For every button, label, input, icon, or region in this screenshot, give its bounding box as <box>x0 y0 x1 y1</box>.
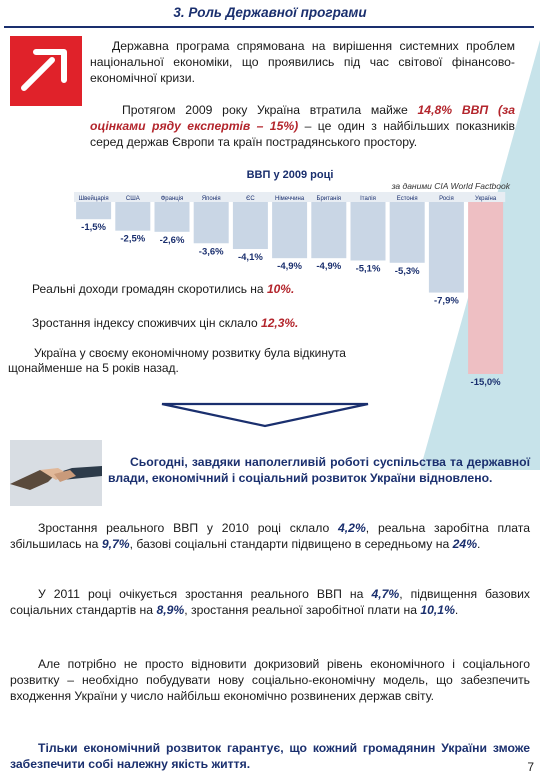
income-statement: Реальні доходи громадян скоротились на 1… <box>30 282 297 296</box>
chart-category-label: Німеччина <box>275 196 305 202</box>
chart-category-label: Україна <box>475 196 497 202</box>
chart-value-label: -15,0% <box>471 377 502 388</box>
chart-value-label: -4,9% <box>277 261 302 272</box>
chart-value-label: -2,6% <box>160 235 185 246</box>
chart-value-label: -4,9% <box>316 261 341 272</box>
chart-category-label: США <box>126 196 140 202</box>
income-value: 10%. <box>266 282 295 296</box>
chart-category-label: Франція <box>161 196 184 202</box>
chart-header-band <box>74 192 506 202</box>
chart-bar <box>350 202 386 261</box>
chart-bar <box>272 202 308 259</box>
gdp-2009-bar-chart: ВВП у 2009 році за даними CIA World Factb… <box>74 169 511 388</box>
chart-bar <box>154 202 190 232</box>
chart-bar <box>468 202 504 374</box>
chart-bar <box>311 202 347 259</box>
chart-bar <box>115 202 151 231</box>
gdp-loss-paragraph: Протягом 2009 року Україна втратила майж… <box>90 103 516 149</box>
chart-value-label: -1,5% <box>81 222 106 233</box>
new-model-paragraph: Але потрібно не просто відновити докризо… <box>10 657 530 703</box>
chart-value-label: -7,9% <box>434 296 459 307</box>
chart-value-label: -5,3% <box>395 266 420 277</box>
cpi-value: 12,3%. <box>261 316 299 330</box>
chart-bar <box>428 202 464 293</box>
handshake-photo <box>10 440 102 506</box>
setback-statement: Україна у своєму економічному розвитку б… <box>6 346 418 376</box>
intro-paragraph: Державна програма спрямована на вирішенн… <box>90 39 515 85</box>
arrow-logo-icon <box>10 36 82 106</box>
chart-category-label: Естонія <box>397 196 418 202</box>
cpi-statement: Зростання індексу споживчих цін склало 1… <box>30 316 301 330</box>
page-number: 7 <box>527 760 534 774</box>
closing-statement: Тільки економічний розвиток гарантує, що… <box>10 741 530 771</box>
chart-category-label: ЄС <box>246 196 255 202</box>
gdp-loss-value: 14,8% ВВП <box>417 103 489 117</box>
growth-2011-paragraph: У 2011 році очікується зростання реально… <box>10 587 530 617</box>
chart-value-label: -4,1% <box>238 252 263 263</box>
today-statement: Сьогодні, завдяки наполегливій роботі су… <box>108 455 530 485</box>
chart-value-label: -5,1% <box>356 263 381 274</box>
title-underline <box>4 26 534 28</box>
chart-category-label: Італія <box>360 196 376 202</box>
chart-bar <box>389 202 425 263</box>
chart-bar <box>193 202 229 244</box>
growth-2010-paragraph: Зростання реального ВВП у 2010 році скла… <box>10 521 530 551</box>
chart-category-label: Швейцарія <box>79 195 109 202</box>
chart-bar <box>232 202 268 250</box>
chart-category-label: Японія <box>202 196 221 202</box>
chart-value-label: -3,6% <box>199 246 224 257</box>
chart-title: ВВП у 2009 році <box>247 169 334 181</box>
chart-value-label: -2,5% <box>120 234 145 245</box>
chart-source: за даними CIA World Factbook <box>391 181 511 191</box>
chart-category-label: Росія <box>439 196 454 202</box>
chart-category-label: Британія <box>317 196 342 202</box>
down-arrow-shape <box>161 402 369 428</box>
page-title: 3. Роль Державної програми <box>173 5 367 20</box>
chart-bar <box>76 202 112 220</box>
